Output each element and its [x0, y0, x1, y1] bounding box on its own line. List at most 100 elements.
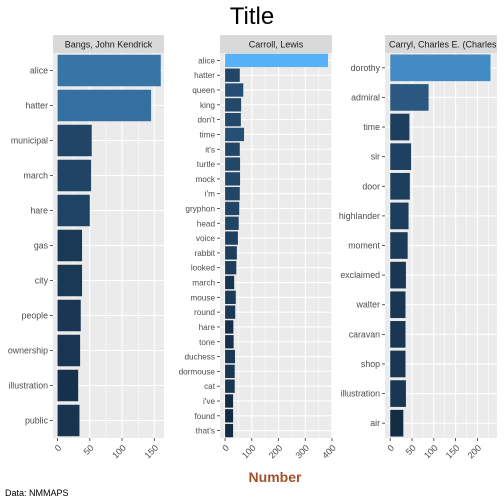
x-tick-label: 200	[267, 443, 285, 461]
y-tick-label: sir	[371, 152, 380, 162]
bar	[390, 113, 410, 141]
y-tick-label: time	[200, 130, 216, 139]
bar	[390, 143, 412, 170]
panels: Bangs, John Kendrick alice hatter municipal…	[8, 35, 497, 461]
panel-1: Bangs, John Kendrick alice hatter municipal…	[8, 35, 164, 460]
y-tick-label: exclaimed	[340, 270, 380, 280]
bar	[390, 232, 408, 259]
bar	[225, 112, 241, 127]
bar	[225, 261, 237, 275]
bar	[225, 290, 236, 304]
facet-strip-label: Bangs, John Kendrick	[65, 40, 153, 50]
y-tick-label: rabbit	[195, 249, 216, 258]
y-tick-label: admiral	[351, 92, 380, 102]
bar	[57, 89, 152, 122]
bar	[225, 246, 237, 260]
facet-strip	[53, 35, 164, 53]
bar	[390, 172, 410, 200]
y-tick-label: caravan	[349, 329, 380, 339]
y-tick-label: city	[35, 276, 49, 286]
facet-strip-label: Carroll, Lewis	[249, 40, 304, 50]
y-tick-label: dormouse	[179, 367, 216, 376]
bar	[225, 98, 242, 112]
bar	[57, 54, 161, 87]
y-tick-label: hare	[30, 206, 48, 216]
x-tick-label: 0	[53, 443, 64, 454]
x-tick-label: 300	[293, 443, 311, 461]
y-tick-label: i've	[203, 397, 215, 406]
y-tick-label: mouse	[190, 293, 215, 302]
y-tick-label: looked	[191, 264, 216, 273]
bar	[225, 83, 244, 97]
bar	[225, 68, 240, 82]
y-tick-label: hatter	[194, 71, 215, 80]
bar	[390, 321, 406, 348]
y-tick-label: door	[362, 181, 380, 191]
bar	[57, 264, 83, 297]
facet-strip	[385, 35, 497, 53]
bar	[225, 127, 245, 142]
y-tick-label: hare	[199, 323, 216, 332]
x-tick-label: 100	[422, 443, 440, 461]
bar	[390, 84, 429, 111]
bar	[225, 305, 236, 319]
bar	[225, 142, 240, 156]
bar	[57, 334, 81, 367]
y-tick-label: shop	[361, 359, 380, 369]
y-tick-label: air	[370, 418, 380, 428]
y-tick-label: turtle	[197, 160, 216, 169]
x-tick-label: 100	[110, 443, 128, 461]
bar	[390, 409, 404, 437]
y-tick-label: gryphon	[185, 204, 215, 213]
panel-2: Carroll, Lewis alice hatter queen king don't t…	[179, 35, 338, 460]
bar	[225, 53, 328, 68]
bar	[390, 54, 491, 82]
bar	[225, 216, 239, 230]
panel-3: Carryl, Charles E. (Charles Edward) dorot…	[339, 35, 497, 461]
y-tick-label: don't	[198, 116, 216, 125]
x-tick-label: 0	[220, 443, 231, 454]
y-tick-label: illustration	[8, 381, 48, 391]
bar	[225, 157, 241, 171]
x-tick-label: 150	[142, 443, 160, 461]
bar	[225, 187, 240, 201]
x-tick-label: 200	[466, 443, 484, 461]
bar	[225, 394, 234, 408]
y-tick-label: cat	[204, 382, 216, 391]
bar	[390, 202, 409, 230]
bar	[57, 194, 90, 227]
bar	[390, 350, 406, 378]
y-tick-label: walter	[356, 300, 381, 310]
bar	[225, 423, 234, 438]
bar	[225, 172, 241, 186]
y-tick-label: duchess	[185, 353, 216, 362]
y-tick-label: ownership	[8, 346, 48, 356]
bar	[390, 261, 406, 289]
y-tick-label: head	[197, 219, 216, 228]
x-tick-label: 50	[404, 443, 418, 457]
bar	[225, 379, 235, 393]
y-tick-label: mock	[195, 175, 215, 184]
y-tick-label: tone	[199, 338, 215, 347]
x-tick-label: 150	[444, 443, 462, 461]
y-tick-label: illustration	[340, 389, 380, 399]
x-tick-label: 400	[320, 443, 338, 461]
y-tick-label: queen	[192, 86, 215, 95]
y-tick-label: march	[24, 171, 49, 181]
y-tick-label: i'm	[205, 190, 215, 199]
y-tick-label: march	[192, 279, 215, 288]
bar	[225, 275, 235, 290]
facet-strip	[220, 35, 332, 53]
bar	[225, 201, 240, 216]
bar	[225, 320, 234, 334]
bar	[225, 409, 234, 423]
y-tick-label: it's	[205, 145, 215, 154]
bar	[225, 349, 235, 364]
y-tick-label: highlander	[339, 211, 380, 221]
y-tick-label: dorothy	[351, 63, 381, 73]
bar	[390, 380, 406, 407]
x-tick-label: 100	[240, 443, 258, 461]
y-tick-label: gas	[34, 241, 49, 251]
bar	[57, 159, 92, 192]
